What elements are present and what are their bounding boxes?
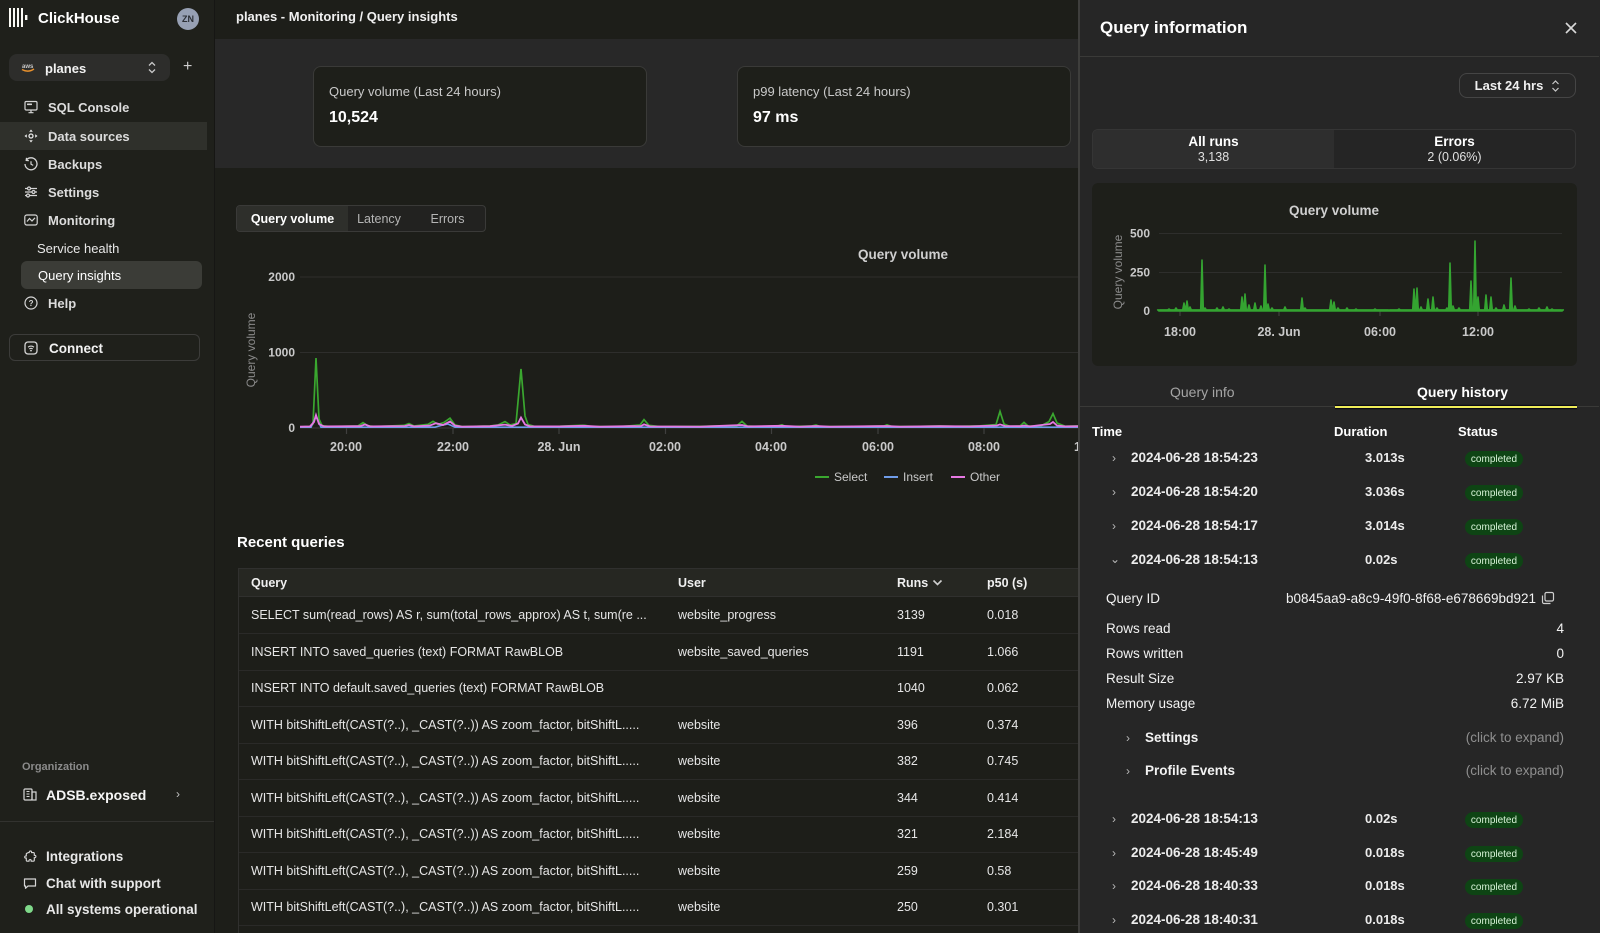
svg-text:06:00: 06:00 [1364, 325, 1396, 339]
svg-text:Insert: Insert [903, 470, 934, 484]
svg-text:Query volume: Query volume [1289, 203, 1380, 218]
svg-text:1000: 1000 [268, 346, 295, 360]
svg-text:0: 0 [1143, 304, 1150, 318]
svg-text:18:00: 18:00 [1164, 325, 1196, 339]
svg-text:28. Jun: 28. Jun [537, 440, 580, 454]
svg-text:Other: Other [970, 470, 1000, 484]
svg-text:12:00: 12:00 [1462, 325, 1494, 339]
svg-text:0: 0 [288, 421, 295, 435]
svg-text:Query volume: Query volume [1111, 234, 1125, 309]
svg-text:04:00: 04:00 [755, 440, 787, 454]
svg-text:Query volume: Query volume [244, 312, 258, 387]
svg-text:02:00: 02:00 [649, 440, 681, 454]
svg-text:Query volume: Query volume [858, 247, 949, 262]
svg-text:250: 250 [1130, 266, 1150, 280]
svg-text:2000: 2000 [268, 270, 295, 284]
svg-text:28. Jun: 28. Jun [1257, 325, 1300, 339]
svg-text:500: 500 [1130, 227, 1150, 241]
svg-text:1: 1 [1074, 440, 1081, 454]
svg-text:?: ? [29, 299, 34, 308]
svg-text:aws: aws [22, 64, 34, 70]
svg-text:20:00: 20:00 [330, 440, 362, 454]
svg-text:08:00: 08:00 [968, 440, 1000, 454]
svg-text:06:00: 06:00 [862, 440, 894, 454]
svg-text:Select: Select [834, 470, 868, 484]
svg-text:22:00: 22:00 [437, 440, 469, 454]
